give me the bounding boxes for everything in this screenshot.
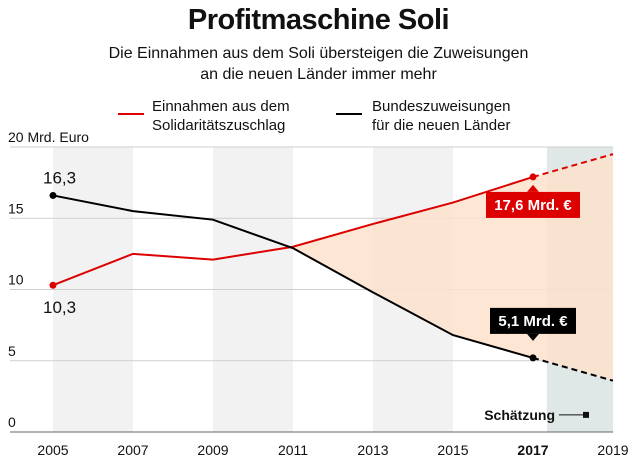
legend-label-black-1: Bundeszuweisungen <box>372 98 511 115</box>
series-line-1 <box>52 194 534 359</box>
black-badge-text: 5,1 Mrd. € <box>498 313 568 330</box>
x-tick-label: 2005 <box>37 442 68 458</box>
legend-swatch-red <box>118 113 144 115</box>
series-line-estimate-0 <box>532 153 614 178</box>
x-tick-label: 2013 <box>357 442 388 458</box>
series-point-start-0 <box>49 281 57 289</box>
legend-item-red: Einnahmen aus dem Solidaritätszuschlag <box>152 97 290 135</box>
series-point-start-1 <box>49 191 57 199</box>
subtitle-line-2: an die neuen Länder immer mehr <box>200 66 437 83</box>
legend-label-red-2: Solidaritätszuschlag <box>152 117 286 134</box>
x-tick-label: 2009 <box>197 442 228 458</box>
y-tick-label: 15 <box>8 200 24 216</box>
y-axis-label: 20 Mrd. Euro <box>8 129 89 145</box>
red-badge <box>486 191 580 218</box>
chart-subtitle: Die Einnahmen aus dem Soli übersteigen d… <box>0 43 637 85</box>
estimate-label-marker <box>583 411 589 418</box>
series-point-2017-1 <box>529 354 537 362</box>
y-tick-label: 5 <box>8 343 16 359</box>
black-badge <box>490 307 576 334</box>
legend-label-red-1: Einnahmen aus dem <box>152 98 290 115</box>
x-tick-label: 2007 <box>117 442 148 458</box>
red-badge-pointer <box>527 184 539 192</box>
series-line-0 <box>52 175 534 287</box>
subtitle-line-1: Die Einnahmen aus dem Soli übersteigen d… <box>108 45 529 62</box>
x-tick-label: 2019 <box>597 442 628 458</box>
estimate-label: Schätzung <box>484 407 555 423</box>
red-badge-text: 17,6 Mrd. € <box>494 197 572 214</box>
annotation-start-top: 16,3 <box>43 168 76 187</box>
y-tick-label: 10 <box>8 272 24 288</box>
y-tick-label: 0 <box>8 414 16 430</box>
legend-item-black: Bundeszuweisungen für die neuen Länder <box>372 97 510 135</box>
x-tick-label: 2017 <box>517 442 548 458</box>
annotation-start-bottom: 10,3 <box>43 298 76 317</box>
series-point-2017-0 <box>529 173 537 181</box>
chart-title: Profitmaschine Soli <box>187 4 450 36</box>
series-line-estimate-1 <box>532 356 614 382</box>
black-badge-pointer <box>527 333 539 341</box>
x-tick-label: 2015 <box>437 442 468 458</box>
legend-swatch-black <box>336 113 362 115</box>
x-tick-label: 2011 <box>278 442 308 458</box>
legend-label-black-2: für die neuen Länder <box>372 117 511 134</box>
